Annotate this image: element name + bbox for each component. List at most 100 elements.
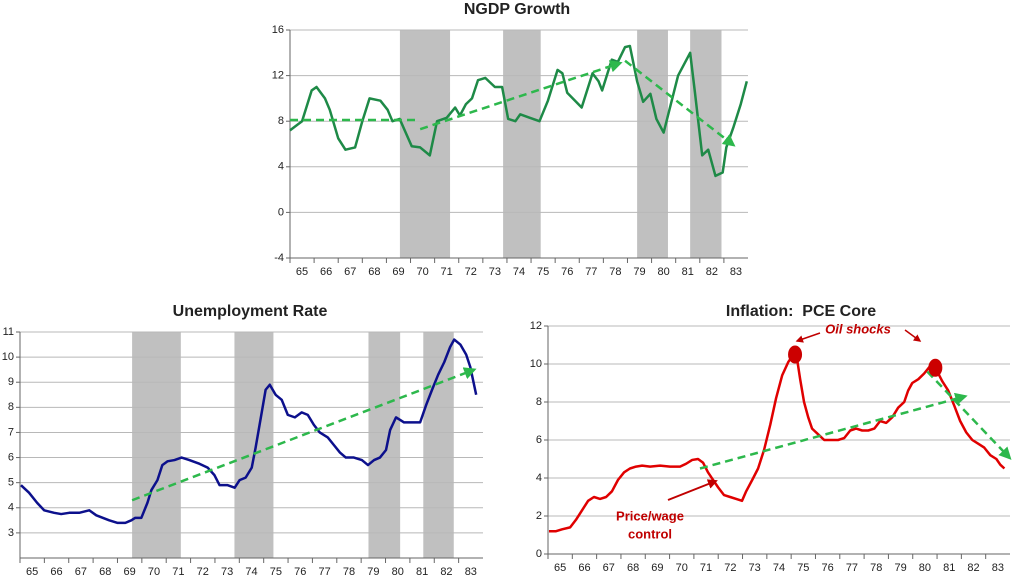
x-tick-label: 68: [627, 562, 639, 574]
x-tick-label: 69: [124, 566, 136, 578]
y-tick-label: 0: [278, 206, 284, 218]
x-tick-label: 79: [367, 566, 379, 578]
trend-line: [624, 59, 736, 147]
x-tick-label: 67: [344, 266, 356, 278]
y-tick-label: 4: [536, 472, 542, 484]
x-tick-label: 76: [294, 566, 306, 578]
annotation: Oil shocks: [825, 321, 891, 336]
y-tick-label: 0: [536, 548, 542, 560]
x-tick-label: 65: [296, 266, 308, 278]
y-tick-label: 6: [536, 434, 542, 446]
x-tick-label: 76: [822, 562, 834, 574]
x-tick-label: 73: [489, 266, 501, 278]
y-tick-label: 4: [278, 161, 284, 173]
x-tick-label: 65: [26, 566, 38, 578]
recession-band: [690, 30, 722, 258]
y-tick-label: 10: [2, 351, 14, 363]
recession-band: [234, 332, 274, 558]
x-tick-label: 82: [967, 562, 979, 574]
y-tick-label: 10: [530, 358, 542, 370]
x-tick-label: 77: [846, 562, 858, 574]
x-tick-label: 75: [270, 566, 282, 578]
y-tick-label: 7: [8, 426, 14, 438]
recession-band: [368, 332, 401, 558]
y-tick-label: 8: [278, 115, 284, 127]
x-tick-label: 72: [724, 562, 736, 574]
x-tick-label: 70: [676, 562, 688, 574]
x-tick-label: 67: [75, 566, 87, 578]
annotation-arrow: [667, 479, 718, 501]
x-tick-label: 71: [172, 566, 184, 578]
x-tick-label: 71: [441, 266, 453, 278]
x-tick-label: 78: [609, 266, 621, 278]
y-tick-label: 16: [272, 24, 284, 36]
y-tick-label: 2: [536, 510, 542, 522]
y-tick-label: 4: [8, 502, 14, 514]
y-tick-label: 9: [8, 376, 14, 388]
x-tick-label: 65: [554, 562, 566, 574]
y-tick-label: 8: [8, 401, 14, 413]
x-tick-label: 68: [99, 566, 111, 578]
x-tick-label: 82: [706, 266, 718, 278]
x-tick-label: 72: [465, 266, 477, 278]
x-tick-label: 83: [992, 562, 1004, 574]
x-tick-label: 80: [919, 562, 931, 574]
x-tick-label: 75: [797, 562, 809, 574]
background-layer: [16, 29, 1010, 563]
x-tick-label: 72: [197, 566, 209, 578]
x-tick-label: 70: [416, 266, 428, 278]
data-line: [548, 355, 1006, 533]
y-tick-label: 8: [536, 396, 542, 408]
recession-band: [637, 30, 668, 258]
annotation-arrow: [795, 332, 821, 343]
highlight-dot: [788, 345, 803, 364]
x-tick-label: 77: [318, 566, 330, 578]
trend-line: [131, 367, 477, 502]
chart-title: Inflation: PCE Core: [726, 303, 876, 320]
chart-title: Unemployment Rate: [173, 303, 328, 320]
y-tick-label: 12: [530, 320, 542, 332]
x-tick-label: 73: [221, 566, 233, 578]
y-tick-label: 11: [3, 326, 14, 338]
x-tick-label: 68: [368, 266, 380, 278]
recession-band: [503, 30, 541, 258]
trend-line: [699, 392, 968, 470]
x-tick-label: 82: [440, 566, 452, 578]
y-tick-label: 3: [8, 527, 14, 539]
annotation-arrow: [904, 329, 922, 342]
x-tick-label: 74: [513, 266, 525, 278]
trend-line: [926, 370, 1012, 460]
x-tick-label: 67: [603, 562, 615, 574]
recession-band: [423, 332, 454, 558]
x-tick-label: 81: [682, 266, 694, 278]
y-tick-label: 5: [8, 477, 14, 489]
data-line: [20, 338, 478, 525]
trend-line: [419, 60, 623, 131]
x-tick-label: 79: [633, 266, 645, 278]
annotation: Price/wage: [616, 508, 684, 523]
data-line: [289, 44, 749, 178]
y-tick-label: 12: [272, 70, 284, 82]
x-tick-label: 83: [465, 566, 477, 578]
x-tick-label: 78: [870, 562, 882, 574]
x-tick-label: 70: [148, 566, 160, 578]
x-tick-label: 81: [416, 566, 428, 578]
x-tick-label: 66: [320, 266, 332, 278]
x-tick-label: 77: [585, 266, 597, 278]
x-tick-label: 80: [392, 566, 404, 578]
highlight-dot: [928, 358, 943, 377]
recession-band: [132, 332, 181, 558]
annotation: control: [628, 526, 672, 541]
x-tick-label: 80: [658, 266, 670, 278]
x-tick-label: 76: [561, 266, 573, 278]
recession-band: [399, 30, 451, 258]
x-tick-label: 69: [392, 266, 404, 278]
x-tick-label: 81: [943, 562, 955, 574]
y-tick-label: 6: [8, 451, 14, 463]
x-tick-label: 78: [343, 566, 355, 578]
x-tick-label: 75: [537, 266, 549, 278]
x-tick-label: 66: [578, 562, 590, 574]
x-tick-label: 74: [245, 566, 257, 578]
